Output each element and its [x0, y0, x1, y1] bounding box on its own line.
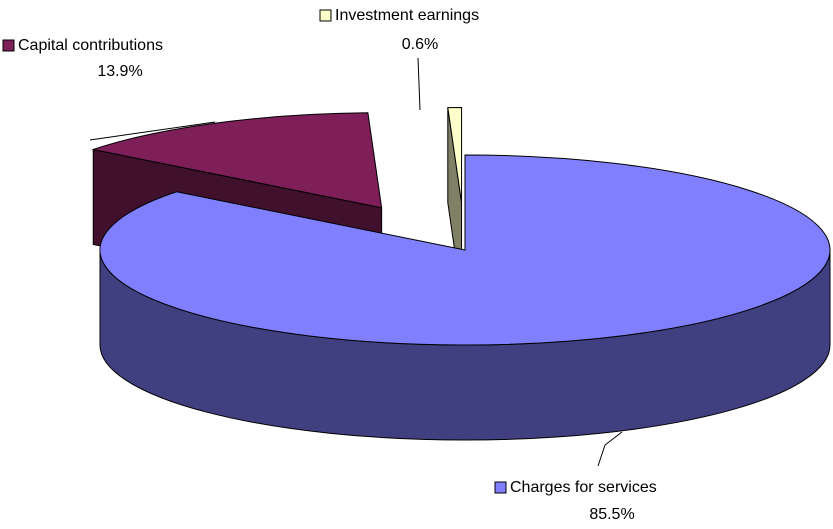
- value-label: 85.5%: [589, 506, 634, 523]
- slice-label: Investment earnings: [335, 7, 479, 24]
- value-label: 0.6%: [402, 36, 438, 53]
- slice: [99, 154, 831, 346]
- leader-line: [597, 431, 623, 467]
- legend-swatch: [319, 9, 332, 22]
- slice: [447, 107, 463, 203]
- legend-swatch: [494, 481, 507, 494]
- legend-swatch: [2, 39, 15, 52]
- pie: [91, 107, 831, 441]
- slice-label: Charges for services: [510, 479, 657, 496]
- labels: Charges for services 85.5% Capital contrib…: [2, 7, 657, 523]
- leader-line: [417, 57, 421, 111]
- slice-label: Capital contributions: [18, 37, 163, 54]
- value-label: 13.9%: [97, 63, 142, 80]
- leader-line: [89, 121, 216, 141]
- slice: [91, 112, 383, 209]
